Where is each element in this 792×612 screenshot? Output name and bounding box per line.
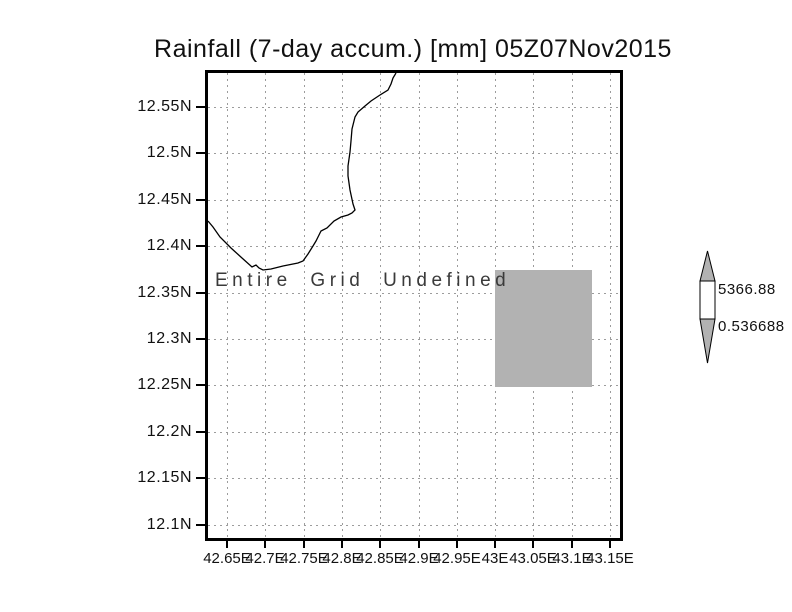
vertical-gridline xyxy=(265,73,266,538)
y-tick xyxy=(196,199,206,201)
vertical-gridline xyxy=(457,73,458,538)
colorbar-upper-triangle xyxy=(699,250,716,282)
vertical-gridline xyxy=(342,73,343,538)
horizontal-gridline xyxy=(208,107,620,108)
y-tick-label: 12.35N xyxy=(137,284,192,301)
x-tick-label: 43.15E xyxy=(586,550,634,567)
horizontal-gridline xyxy=(208,385,620,386)
x-tick-label: 42.75E xyxy=(280,550,328,567)
y-tick xyxy=(196,384,206,386)
x-tick xyxy=(226,540,228,548)
y-tick-label: 12.55N xyxy=(137,98,192,115)
colorbar-min-label: 0.536688 xyxy=(718,318,785,335)
y-tick xyxy=(196,431,206,433)
vertical-gridline xyxy=(380,73,381,538)
vertical-gridline xyxy=(227,73,228,538)
x-tick-label: 43E xyxy=(481,550,509,567)
x-tick xyxy=(571,540,573,548)
y-tick-label: 12.5N xyxy=(146,144,192,161)
x-tick-label: 42.7E xyxy=(245,550,285,567)
x-tick-label: 42.85E xyxy=(356,550,404,567)
horizontal-gridline xyxy=(208,525,620,526)
x-tick xyxy=(609,540,611,548)
undefined-region xyxy=(495,270,592,387)
x-tick-label: 42.95E xyxy=(433,550,481,567)
x-tick xyxy=(494,540,496,548)
vertical-gridline xyxy=(419,73,420,538)
y-tick xyxy=(196,245,206,247)
x-tick-label: 42.8E xyxy=(322,550,362,567)
horizontal-gridline xyxy=(208,339,620,340)
y-tick-label: 12.2N xyxy=(146,423,192,440)
x-tick xyxy=(379,540,381,548)
undefined-grid-text: Entire Grid Undefined xyxy=(215,270,511,291)
x-tick xyxy=(303,540,305,548)
horizontal-gridline xyxy=(208,478,620,479)
y-tick-label: 12.15N xyxy=(137,469,192,486)
x-tick-label: 42.9E xyxy=(399,550,439,567)
x-tick xyxy=(341,540,343,548)
y-tick xyxy=(196,292,206,294)
x-tick-label: 43.1E xyxy=(552,550,592,567)
x-tick xyxy=(264,540,266,548)
colorbar-box xyxy=(699,280,716,320)
horizontal-gridline xyxy=(208,246,620,247)
coastline xyxy=(208,73,397,271)
colorbar-max-label: 5366.88 xyxy=(718,281,776,298)
horizontal-gridline xyxy=(208,200,620,201)
x-tick xyxy=(418,540,420,548)
colorbar-lower-triangle xyxy=(699,318,716,364)
vertical-gridline xyxy=(610,73,611,538)
x-tick-label: 43.05E xyxy=(509,550,557,567)
y-tick xyxy=(196,338,206,340)
x-tick xyxy=(532,540,534,548)
x-tick-label: 42.65E xyxy=(203,550,251,567)
y-tick xyxy=(196,524,206,526)
y-tick xyxy=(196,477,206,479)
y-tick-label: 12.4N xyxy=(146,237,192,254)
colorbar xyxy=(699,250,716,364)
y-tick xyxy=(196,106,206,108)
y-tick-label: 12.25N xyxy=(137,376,192,393)
y-tick-label: 12.45N xyxy=(137,191,192,208)
horizontal-gridline xyxy=(208,293,620,294)
horizontal-gridline xyxy=(208,153,620,154)
y-tick xyxy=(196,152,206,154)
coastline-path xyxy=(208,73,397,271)
y-tick-label: 12.3N xyxy=(146,330,192,347)
chart-title: Rainfall (7-day accum.) [mm] 05Z07Nov201… xyxy=(154,35,672,63)
horizontal-gridline xyxy=(208,432,620,433)
y-tick-label: 12.1N xyxy=(146,516,192,533)
vertical-gridline xyxy=(304,73,305,538)
x-tick xyxy=(456,540,458,548)
